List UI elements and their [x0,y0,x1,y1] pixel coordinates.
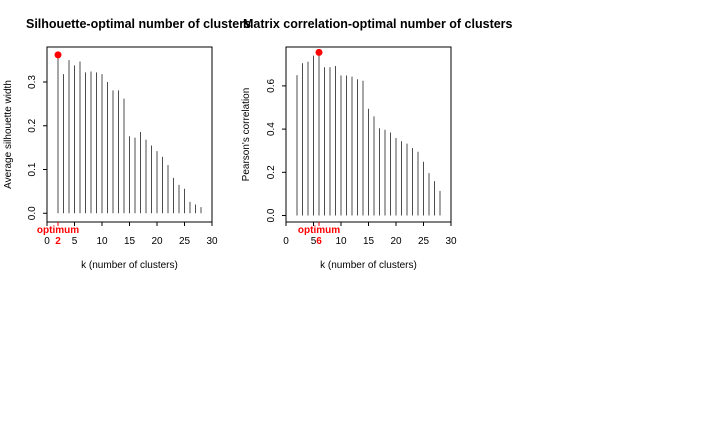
optimum-k-label: 2 [55,236,61,247]
y-tick-label: 0.2 [266,165,277,179]
x-tick-label: 20 [151,236,163,247]
chart-panel-2: Matrix correlation-optimal number of clu… [241,17,513,271]
x-tick-label: 30 [206,236,218,247]
x-tick-label: 20 [390,236,402,247]
y-axis-label: Average silhouette width [3,80,14,189]
x-tick-label: 5 [311,236,317,247]
x-tick-label: 10 [96,236,108,247]
x-tick-label: 15 [124,236,136,247]
x-axis-label: k (number of clusters) [81,260,178,271]
y-tick-label: 0.0 [27,206,38,220]
optimum-label: optimum [298,225,340,236]
x-tick-label: 10 [335,236,347,247]
x-tick-label: 0 [44,236,50,247]
y-tick-label: 0.6 [266,79,277,93]
chart-title: Matrix correlation-optimal number of clu… [243,17,513,31]
y-tick-label: 0.1 [27,162,38,176]
x-tick-label: 5 [72,236,78,247]
optimum-point [54,51,62,59]
x-axis-label: k (number of clusters) [320,260,417,271]
x-tick-label: 30 [445,236,457,247]
x-tick-label: 0 [283,236,289,247]
optimum-k-label: 6 [316,236,322,247]
x-tick-label: 25 [179,236,191,247]
y-tick-label: 0.3 [27,75,38,89]
optimum-label: optimum [37,225,79,236]
x-tick-label: 15 [363,236,375,247]
chart-title: Silhouette-optimal number of clusters [26,17,251,31]
optimum-point [315,48,323,56]
x-tick-label: 25 [418,236,430,247]
y-tick-label: 0.2 [27,118,38,132]
y-axis-label: Pearson's correlation [241,88,252,182]
y-tick-label: 0.4 [266,122,277,136]
y-tick-label: 0.0 [266,208,277,222]
chart-panel-1: Silhouette-optimal number of clusters 0 5 1… [3,17,251,271]
